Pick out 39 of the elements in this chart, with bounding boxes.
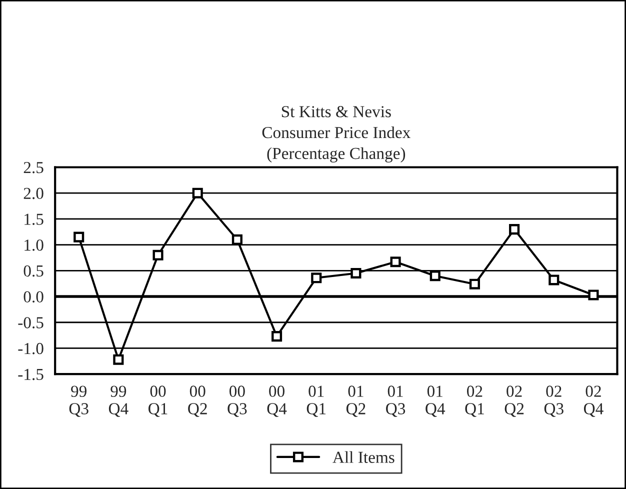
point (272, 331, 282, 342)
x-tick-label: 02 Q3 (544, 386, 564, 417)
legend-label: All Items (332, 451, 394, 463)
x-tick-label: 02 Q1 (465, 386, 484, 417)
point (311, 272, 322, 284)
point (192, 188, 203, 198)
y-tick-label: -0.5 (18, 317, 44, 328)
point (430, 270, 440, 282)
x-tick-label: 00 Q2 (188, 386, 207, 417)
x-tick-label: 00 Q1 (148, 386, 168, 417)
y-tick-label: -1.0 (18, 342, 44, 354)
x-tick-label: 02 Q2 (504, 386, 524, 417)
x-tick-label: 01 Q2 (346, 386, 366, 417)
point (152, 250, 164, 260)
x-tick-label: 01 Q1 (306, 386, 326, 417)
chart-title: St Kitts & Nevis Consumer Price Index (Percentage Change) (262, 106, 410, 162)
point (390, 256, 401, 268)
x-tick-label: 02 Q4 (584, 386, 604, 417)
point (74, 232, 84, 242)
y-tick-label: 1.5 (24, 214, 44, 225)
y-tick-label: 0.5 (24, 265, 44, 277)
x-tick-label: 00 Q4 (267, 386, 287, 417)
point (113, 354, 124, 365)
point (469, 278, 480, 290)
x-tick-label: 01 Q3 (386, 386, 406, 417)
point (350, 268, 362, 279)
y-tick-label: 1.0 (24, 240, 44, 251)
y-tick-label: 0.0 (24, 291, 44, 303)
point (509, 224, 520, 235)
point (548, 274, 560, 286)
point (588, 290, 599, 300)
x-tick-label: 00 Q3 (228, 386, 247, 417)
x-tick-label: 01 Q4 (426, 386, 446, 417)
y-tick-label: 2.0 (24, 188, 44, 200)
point (232, 234, 242, 245)
y-tick-label: 2.5 (24, 162, 44, 174)
x-tick-label: 99 Q4 (108, 386, 128, 417)
y-tick-label: -1.5 (18, 368, 44, 380)
x-tick-label: 99 Q3 (69, 386, 88, 417)
